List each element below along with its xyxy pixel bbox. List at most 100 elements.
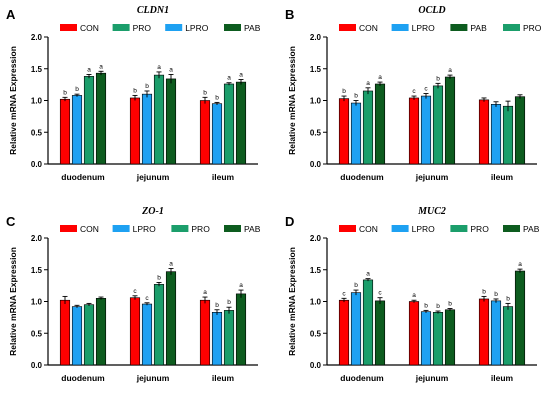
significance-label: c <box>133 288 137 295</box>
bar-lpro <box>71 306 83 366</box>
significance-label: a <box>378 74 382 81</box>
y-tick-label: 0.0 <box>310 160 322 169</box>
bar-con <box>478 99 490 165</box>
legend-label: LPRO <box>133 224 157 234</box>
y-tick-label: 0.0 <box>310 361 322 370</box>
legend-swatch-pab <box>224 225 241 232</box>
significance-label: c <box>378 290 382 297</box>
significance-label: a <box>169 66 173 73</box>
bar-lpro <box>71 95 83 165</box>
legend-label: PAB <box>244 23 261 33</box>
y-tick-label: 1.5 <box>31 65 43 74</box>
significance-label: b <box>133 87 137 94</box>
panel-letter: A <box>6 7 16 22</box>
panel-c: C ZO-1 Relative mRNA Expression 0.0 0.5 1.0 1.… <box>6 206 261 383</box>
bar-lpro <box>211 311 223 366</box>
y-axis-label: Relative mRNA Expression <box>287 247 297 356</box>
legend-swatch-lpro <box>391 225 409 232</box>
x-tick-label: duodenum <box>340 373 384 383</box>
y-tick-label: 2.0 <box>31 33 43 42</box>
significance-label: a <box>99 63 103 70</box>
legend-swatch-pro <box>450 225 468 232</box>
x-tick-label: jejunum <box>136 172 170 182</box>
y-tick-label: 0.5 <box>31 329 43 338</box>
bar-con <box>408 301 420 366</box>
legend-swatch-con <box>339 24 356 31</box>
bar-con <box>59 299 71 366</box>
bar-pro <box>83 304 95 366</box>
legend-label: CON <box>359 224 378 234</box>
legend-label: PRO <box>133 23 152 33</box>
significance-label: b <box>506 295 510 302</box>
x-tick-label: ileum <box>212 172 235 182</box>
legend-swatch-pro <box>112 24 130 31</box>
y-tick-label: 1.0 <box>31 97 43 106</box>
significance-label: a <box>239 72 243 79</box>
significance-label: b <box>203 89 207 96</box>
y-tick-label: 1.5 <box>31 266 43 275</box>
y-axis-label: Relative mRNA Expression <box>8 247 18 356</box>
legend-label: LPRO <box>412 23 436 33</box>
x-tick-label: ileum <box>491 172 514 182</box>
bar-pab <box>95 298 107 366</box>
bar-pab <box>374 300 386 366</box>
panel-letter: D <box>285 214 294 229</box>
significance-label: a <box>239 282 243 289</box>
legend-swatch-con <box>60 24 77 31</box>
y-tick-label: 0.5 <box>31 128 43 137</box>
significance-label: a <box>157 64 161 71</box>
x-tick-label: ileum <box>212 373 235 383</box>
panel-letter: B <box>285 7 294 22</box>
bar-con <box>478 298 490 366</box>
bar-lpro <box>420 95 432 165</box>
legend-swatch-lpro <box>391 24 409 31</box>
significance-label: b <box>157 274 161 281</box>
bar-pab <box>514 96 526 165</box>
bar-lpro <box>211 103 223 165</box>
legend-label: LPRO <box>412 224 436 234</box>
bar-con <box>338 98 350 165</box>
bar-con <box>59 98 71 165</box>
y-tick-label: 1.5 <box>310 266 322 275</box>
bar-con <box>129 97 141 165</box>
significance-label: b <box>354 282 358 289</box>
significance-label: b <box>482 288 486 295</box>
significance-label: b <box>215 302 219 309</box>
x-tick-label: ileum <box>491 373 514 383</box>
significance-label: b <box>494 291 498 298</box>
bar-lpro <box>141 303 153 366</box>
y-tick-label: 1.0 <box>310 298 322 307</box>
x-tick-label: duodenum <box>61 172 105 182</box>
legend-swatch-con <box>339 225 356 232</box>
legend-swatch-pab <box>450 24 468 31</box>
y-tick-label: 2.0 <box>310 33 322 42</box>
significance-label: a <box>203 289 207 296</box>
significance-label: a <box>87 66 91 73</box>
legend-label: PRO <box>470 224 489 234</box>
bar-con <box>338 299 350 366</box>
bar-pro <box>362 279 374 366</box>
significance-label: b <box>354 93 358 100</box>
significance-label: b <box>436 75 440 82</box>
significance-label: b <box>145 83 149 90</box>
bar-pro <box>153 74 165 165</box>
significance-label: a <box>227 75 231 82</box>
legend-swatch-con <box>60 225 77 232</box>
significance-label: c <box>412 88 416 95</box>
y-tick-label: 0.5 <box>310 329 322 338</box>
significance-label: a <box>366 80 370 87</box>
bar-pab <box>514 270 526 366</box>
y-axis-label: Relative mRNA Expression <box>8 46 18 155</box>
y-tick-label: 2.0 <box>31 234 43 243</box>
significance-label: a <box>366 271 370 278</box>
bar-pro <box>223 83 235 165</box>
bar-con <box>199 100 211 165</box>
significance-label: c <box>424 86 428 93</box>
legend-swatch-pab <box>503 225 520 232</box>
x-tick-label: duodenum <box>61 373 105 383</box>
legend-label: PRO <box>523 23 542 33</box>
significance-label: a <box>169 260 173 267</box>
y-tick-label: 2.0 <box>310 234 322 243</box>
legend-label: CON <box>80 23 99 33</box>
